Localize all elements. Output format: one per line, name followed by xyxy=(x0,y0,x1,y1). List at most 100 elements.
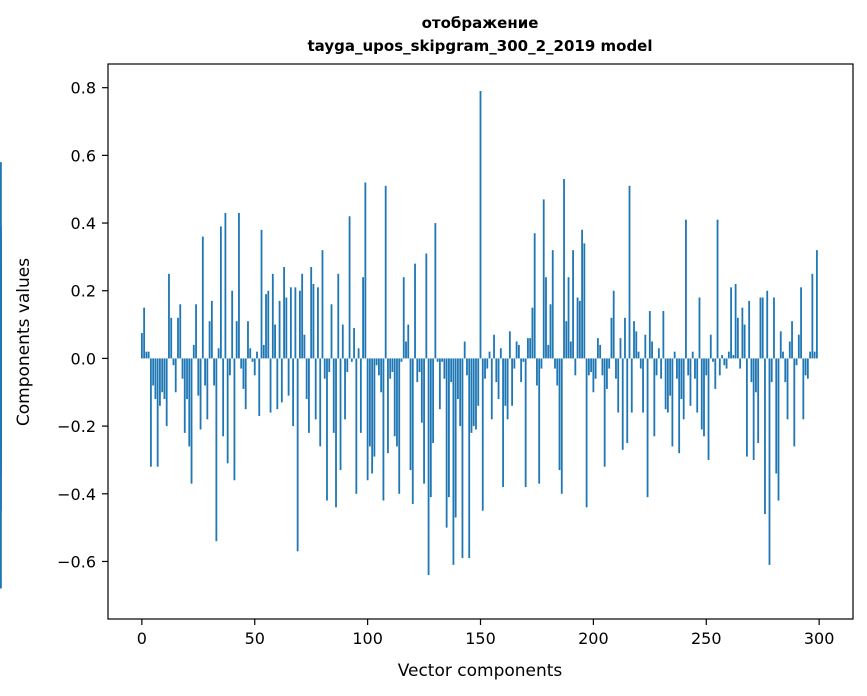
bar-168 xyxy=(520,358,523,383)
bar-195 xyxy=(581,229,583,359)
bar-14 xyxy=(172,358,175,366)
bar-118 xyxy=(407,324,410,359)
bar-53 xyxy=(260,229,263,359)
bar-143 xyxy=(463,341,466,359)
bar-201 xyxy=(594,358,597,379)
bar-136 xyxy=(447,358,450,498)
bar-192 xyxy=(574,358,577,376)
bar-298 xyxy=(813,351,816,359)
bar-200 xyxy=(592,358,595,393)
bar-52 xyxy=(258,358,261,416)
bar-197 xyxy=(585,358,588,508)
bar-169 xyxy=(522,358,525,362)
bar-171 xyxy=(527,338,529,359)
bar-58 xyxy=(271,273,274,359)
bar-268 xyxy=(745,358,748,457)
bar-189 xyxy=(567,277,570,359)
bar-81 xyxy=(323,358,326,379)
bar-247 xyxy=(698,297,701,359)
bar-210 xyxy=(615,358,617,379)
bar-103 xyxy=(373,358,376,457)
bar-undefined xyxy=(0,233,2,359)
bar-172 xyxy=(529,338,532,359)
bar-147 xyxy=(472,358,475,427)
bar-8 xyxy=(159,358,161,406)
y-tick-label: 0.8 xyxy=(71,79,96,98)
bar-13 xyxy=(170,317,173,359)
bar-159 xyxy=(499,348,502,359)
bar-undefined xyxy=(0,358,2,423)
bar-199 xyxy=(590,358,593,372)
bar-3 xyxy=(147,351,150,359)
bar-116 xyxy=(402,277,405,359)
bar-258 xyxy=(723,358,726,366)
bar-60 xyxy=(276,358,279,410)
bar-97 xyxy=(359,358,362,433)
y-axis-label: Components values xyxy=(14,258,34,426)
bar-46 xyxy=(244,358,247,410)
bar-175 xyxy=(536,358,538,386)
bar-196 xyxy=(583,243,586,359)
bar-222 xyxy=(642,358,644,413)
bar-173 xyxy=(531,307,534,359)
x-tick-label: 250 xyxy=(691,629,722,648)
bar-68 xyxy=(294,287,297,359)
bar-6 xyxy=(154,358,157,400)
bar-236 xyxy=(673,351,676,359)
bar-272 xyxy=(755,358,757,393)
bar-191 xyxy=(572,250,574,359)
y-tick-label: −0.2 xyxy=(57,417,96,436)
bar-224 xyxy=(646,358,649,498)
bar-296 xyxy=(809,351,812,359)
bar-263 xyxy=(734,283,737,359)
bar-43 xyxy=(238,212,240,359)
bar-184 xyxy=(556,358,559,386)
bar-225 xyxy=(648,311,651,359)
bar-150 xyxy=(479,91,482,359)
bar-4 xyxy=(149,358,152,467)
bar-135 xyxy=(445,358,448,528)
bar-161 xyxy=(504,358,507,406)
bar-19 xyxy=(183,358,186,433)
bar-99 xyxy=(364,182,367,359)
bar-26 xyxy=(199,358,202,430)
bar-270 xyxy=(750,358,753,383)
bar-164 xyxy=(511,358,514,406)
bar-88 xyxy=(339,358,342,471)
y-tick-label: −0.6 xyxy=(57,552,96,571)
bar-79 xyxy=(319,358,322,447)
bar-208 xyxy=(610,317,613,359)
bar-288 xyxy=(791,321,793,359)
x-tick-label: 50 xyxy=(245,629,265,648)
bar-44 xyxy=(240,358,243,369)
bar-37 xyxy=(224,212,227,359)
bar-32 xyxy=(213,358,216,386)
bar-273 xyxy=(757,358,760,444)
y-tick-label: 0.2 xyxy=(71,282,96,301)
bar-63 xyxy=(283,267,285,359)
bar-215 xyxy=(626,358,629,444)
bar-35 xyxy=(219,226,222,359)
bar-64 xyxy=(285,297,288,359)
bar-111 xyxy=(391,358,394,372)
bar-47 xyxy=(247,321,249,359)
bar-266 xyxy=(741,307,744,359)
chart-title-line-1: отображение xyxy=(422,14,539,32)
bar-237 xyxy=(676,358,678,379)
bar-30 xyxy=(208,321,211,359)
bar-21 xyxy=(188,358,191,447)
bar-176 xyxy=(538,358,541,484)
y-tick-label: 0.0 xyxy=(71,349,96,368)
bar-98 xyxy=(362,277,365,359)
bar-211 xyxy=(617,358,620,413)
bar-undefined xyxy=(0,358,2,379)
bar-0 xyxy=(140,333,143,359)
bar-286 xyxy=(786,358,789,420)
bar-259 xyxy=(725,358,728,369)
bar-66 xyxy=(289,287,292,359)
bar-106 xyxy=(380,358,383,393)
bar-113 xyxy=(396,358,398,447)
y-axis: −0.6 −0.4 −0.2 0.0 0.2 0.4 0.6 0.8 xyxy=(57,79,108,571)
bar-214 xyxy=(624,317,626,359)
bar-289 xyxy=(793,358,796,447)
